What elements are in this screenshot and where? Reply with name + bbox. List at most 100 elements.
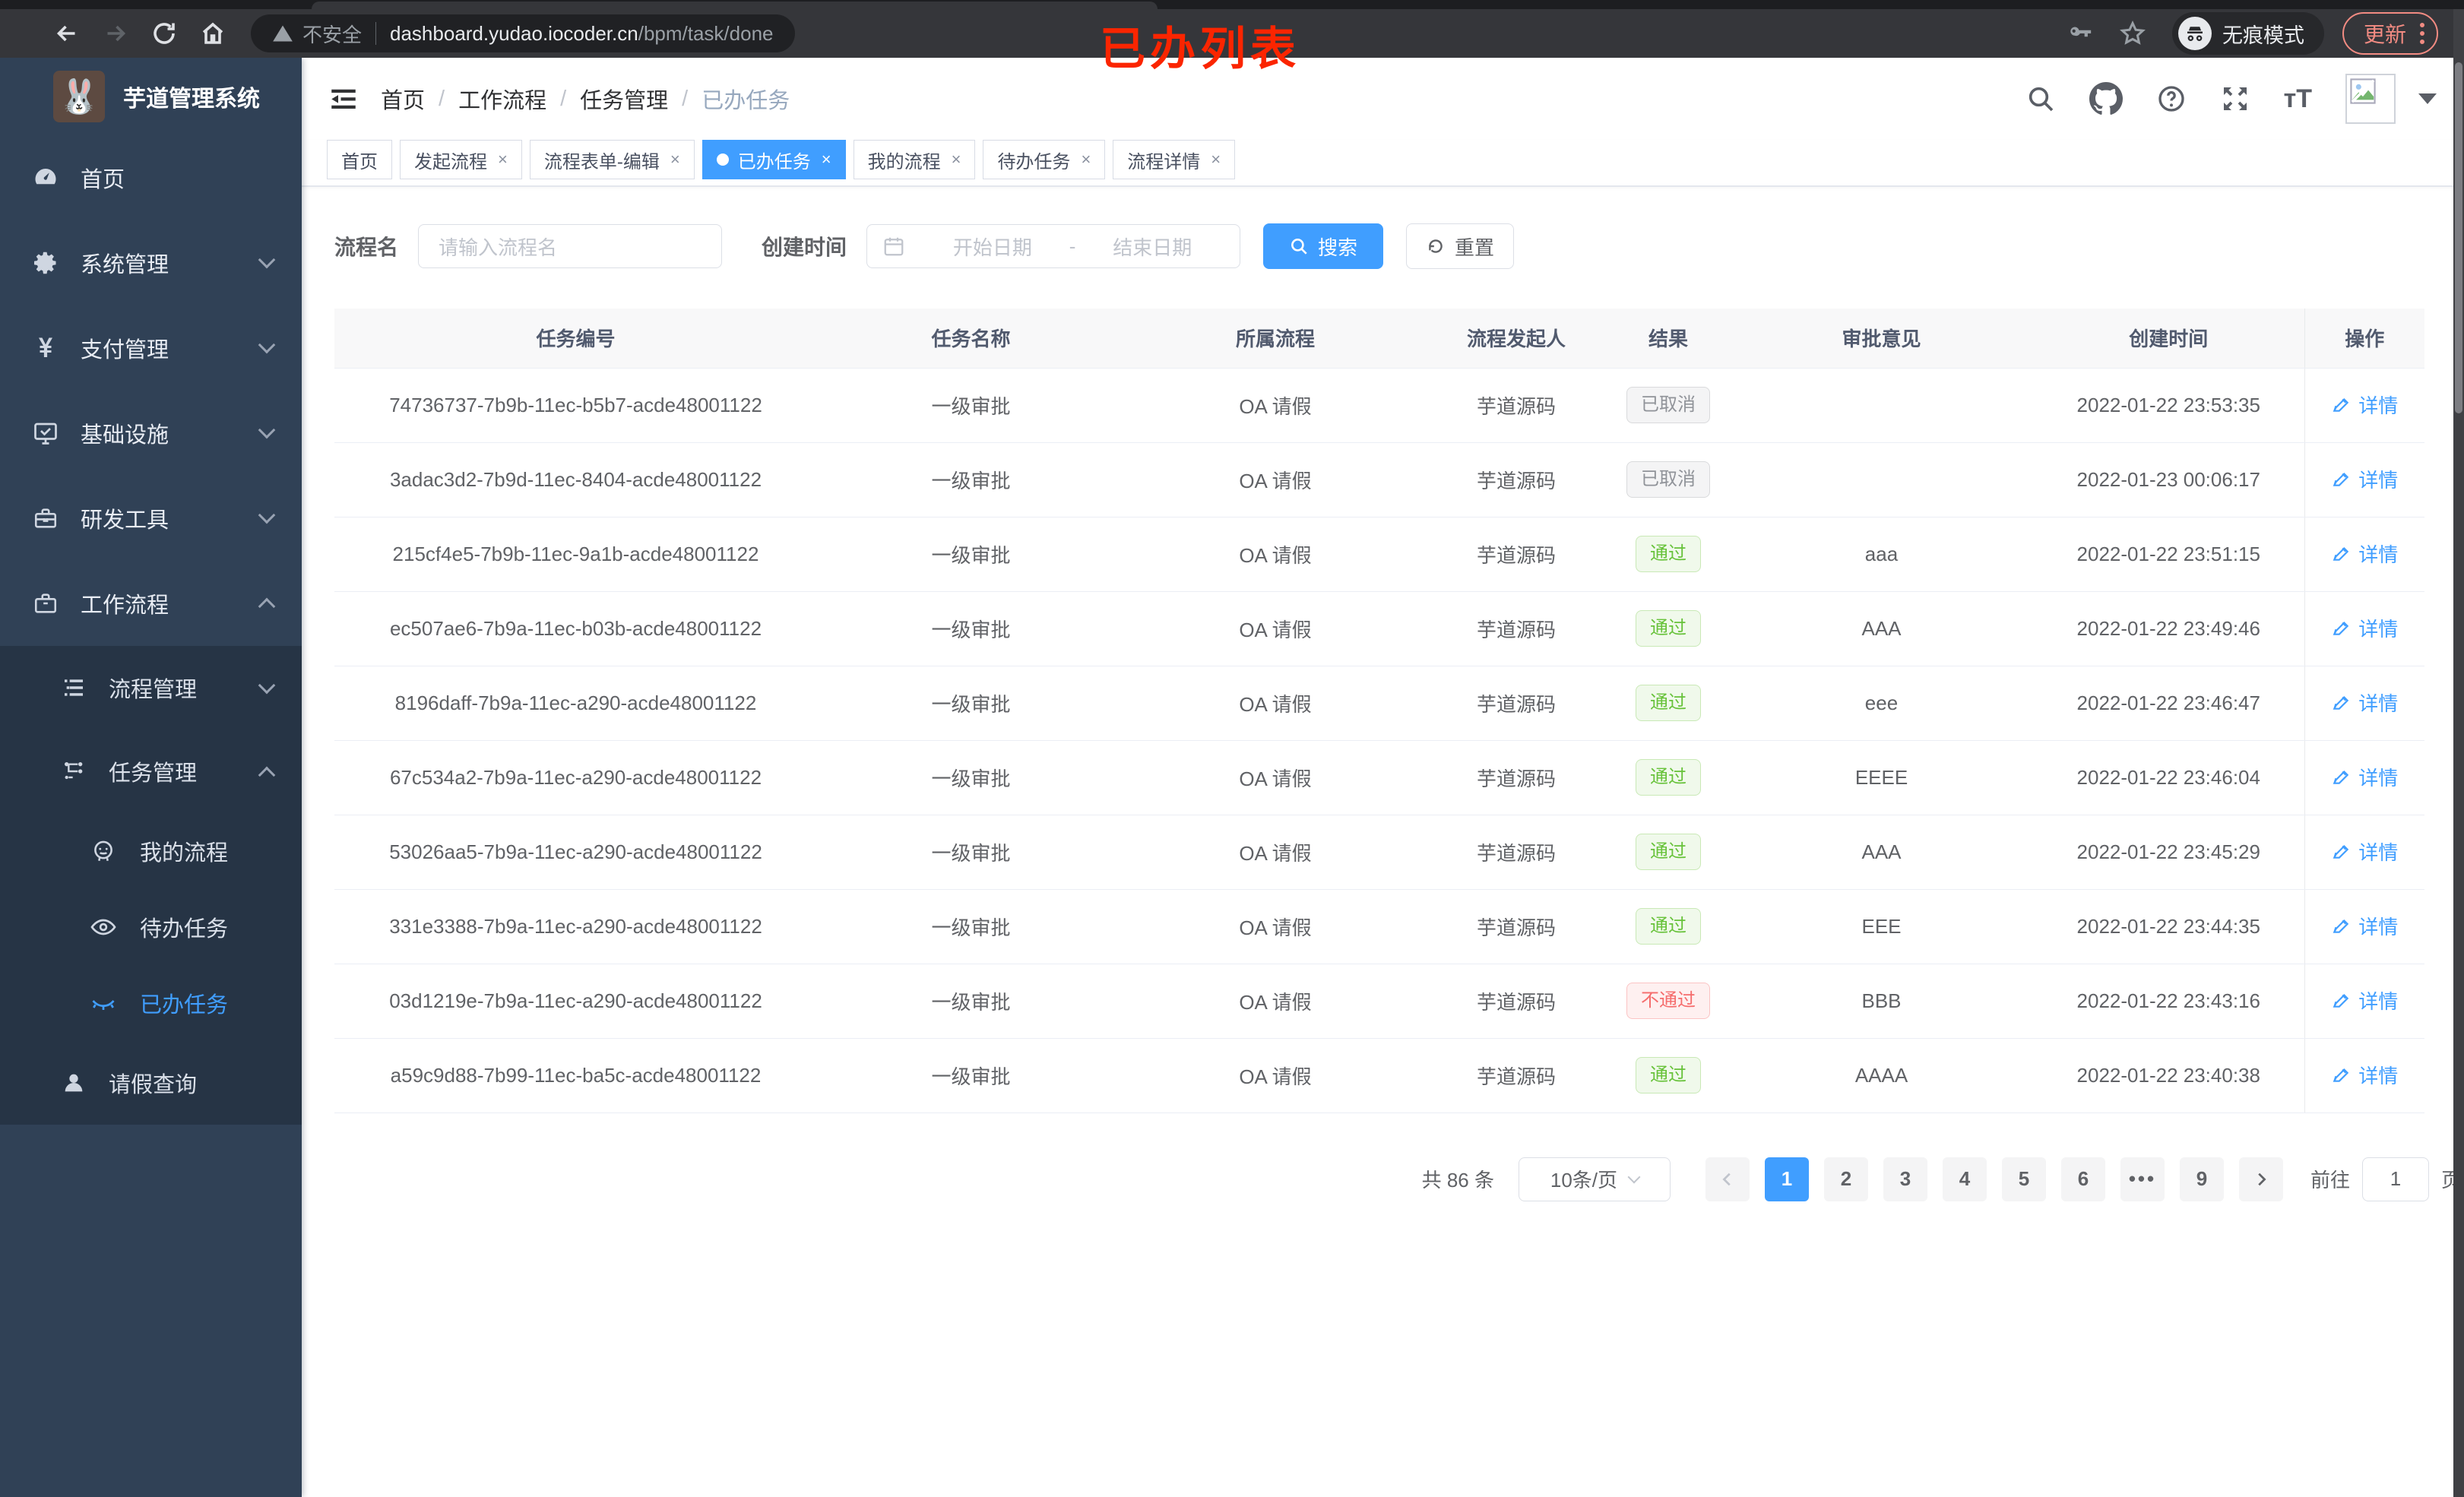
- chevron-down-icon: [258, 251, 276, 269]
- goto-page-input[interactable]: 1: [2361, 1157, 2429, 1201]
- reset-button[interactable]: 重置: [1406, 223, 1515, 269]
- page-button-4[interactable]: 4: [1942, 1157, 1987, 1201]
- detail-link[interactable]: 详情: [2331, 614, 2398, 642]
- reset-button-label: 重置: [1455, 236, 1495, 259]
- close-tab-icon[interactable]: ×: [670, 150, 680, 169]
- search-icon[interactable]: [2025, 84, 2056, 114]
- sidebar-item-流程管理[interactable]: 流程管理: [0, 646, 302, 730]
- page-size-select[interactable]: 10条/页: [1518, 1157, 1671, 1201]
- close-tab-icon[interactable]: ×: [1081, 150, 1091, 169]
- sidebar-item-基础设施[interactable]: 基础设施: [0, 391, 302, 476]
- task-actions: 详情: [2304, 517, 2424, 592]
- browser-menu-icon[interactable]: [2420, 23, 2424, 44]
- sidebar-item-工作流程[interactable]: 工作流程: [0, 561, 302, 646]
- collapse-sidebar-icon[interactable]: [328, 83, 359, 115]
- tab-首页[interactable]: 首页: [327, 140, 392, 179]
- home-icon[interactable]: [188, 9, 237, 58]
- detail-link[interactable]: 详情: [2331, 465, 2398, 493]
- sidebar-item-我的流程[interactable]: 我的流程: [0, 813, 302, 889]
- table-row: 215cf4e5-7b9b-11ec-9a1b-acde48001122 一级审批…: [334, 517, 2424, 592]
- sidebar-item-任务管理[interactable]: 任务管理: [0, 730, 302, 813]
- breadcrumb-item-任务管理[interactable]: 任务管理: [580, 89, 669, 113]
- date-range-picker[interactable]: 开始日期 - 结束日期: [866, 224, 1241, 268]
- sidebar-item-已办任务[interactable]: 已办任务: [0, 965, 302, 1041]
- sidebar-item-请假查询[interactable]: 请假查询: [0, 1041, 302, 1125]
- sidebar-item-待办任务[interactable]: 待办任务: [0, 889, 302, 965]
- sidebar-item-首页[interactable]: 首页: [0, 135, 302, 220]
- tab-我的流程[interactable]: 我的流程 ×: [853, 140, 976, 179]
- detail-link[interactable]: 详情: [2331, 688, 2398, 717]
- pencil-icon: [2331, 543, 2351, 563]
- tab-流程详情[interactable]: 流程详情 ×: [1113, 140, 1236, 179]
- fullscreen-icon[interactable]: [2220, 84, 2250, 114]
- help-icon[interactable]: [2156, 84, 2187, 114]
- page-button-2[interactable]: 2: [1823, 1157, 1868, 1201]
- page-button-3[interactable]: 3: [1883, 1157, 1927, 1201]
- task-initiator: 芋道源码: [1426, 591, 1607, 666]
- task-result: 通过: [1607, 517, 1730, 592]
- task-actions: 详情: [2304, 815, 2424, 890]
- tab-label: 流程表单-编辑: [543, 151, 660, 172]
- task-result: 通过: [1607, 815, 1730, 890]
- task-flow: OA 请假: [1125, 964, 1426, 1039]
- tab-待办任务[interactable]: 待办任务 ×: [983, 140, 1106, 179]
- update-button[interactable]: 更新: [2342, 12, 2438, 55]
- reload-icon[interactable]: [140, 9, 188, 58]
- sidebar-item-label: 工作流程: [81, 593, 169, 618]
- page-ellipsis[interactable]: •••: [2120, 1157, 2165, 1201]
- task-actions: 详情: [2304, 442, 2424, 517]
- task-result: 通过: [1607, 1038, 1730, 1113]
- table-header-row: 任务编号 任务名称 所属流程 流程发起人 结果 审批意见 创建时间 操作: [334, 309, 2424, 369]
- detail-link[interactable]: 详情: [2331, 540, 2398, 568]
- app-logo[interactable]: 🐰 芋道管理系统: [0, 58, 302, 135]
- column-header-任务编号: 任务编号: [334, 309, 817, 369]
- page-button-9[interactable]: 9: [2179, 1157, 2224, 1201]
- sidebar-item-系统管理[interactable]: 系统管理: [0, 220, 302, 305]
- detail-link[interactable]: 详情: [2331, 1061, 2398, 1089]
- detail-link[interactable]: 详情: [2331, 763, 2398, 791]
- close-tab-icon[interactable]: ×: [821, 150, 831, 169]
- close-tab-icon[interactable]: ×: [1211, 150, 1221, 169]
- page-button-5[interactable]: 5: [2001, 1157, 2046, 1201]
- search-button[interactable]: 搜索: [1263, 223, 1384, 269]
- text-size-icon[interactable]: тT: [2283, 84, 2312, 113]
- next-page-button[interactable]: [2238, 1157, 2283, 1201]
- column-header-操作: 操作: [2304, 309, 2424, 369]
- start-date-placeholder[interactable]: 开始日期: [952, 236, 1032, 259]
- password-key-icon[interactable]: [2067, 21, 2093, 46]
- sidebar-item-研发工具[interactable]: 研发工具: [0, 476, 302, 561]
- task-name: 一级审批: [817, 889, 1125, 964]
- sidebar-item-支付管理[interactable]: 支付管理: [0, 305, 302, 391]
- process-name-input[interactable]: 请输入流程名: [418, 224, 723, 268]
- task-initiator: 芋道源码: [1426, 442, 1607, 517]
- forward-icon[interactable]: [91, 9, 140, 58]
- breadcrumb-item-工作流程[interactable]: 工作流程: [458, 89, 547, 113]
- page-button-1[interactable]: 1: [1764, 1157, 1809, 1201]
- goto-label: 前往: [2310, 1169, 2350, 1192]
- avatar[interactable]: [2345, 74, 2396, 124]
- close-tab-icon[interactable]: ×: [498, 150, 508, 169]
- close-tab-icon[interactable]: ×: [951, 150, 961, 169]
- detail-link[interactable]: 详情: [2331, 391, 2398, 419]
- avatar-caret-icon[interactable]: [2418, 93, 2437, 104]
- page-button-6[interactable]: 6: [2060, 1157, 2105, 1201]
- url-bar[interactable]: 不安全 dashboard.yudao.iocoder.cn /bpm/task…: [251, 14, 795, 52]
- column-header-审批意见: 审批意见: [1730, 309, 2033, 369]
- breadcrumb-item-首页[interactable]: 首页: [381, 89, 426, 113]
- scrollbar-thumb[interactable]: [2455, 62, 2462, 413]
- bookmark-star-icon[interactable]: [2119, 20, 2146, 47]
- window-scrollbar[interactable]: [2453, 9, 2464, 1497]
- detail-link[interactable]: 详情: [2331, 986, 2398, 1014]
- end-date-placeholder[interactable]: 结束日期: [1113, 236, 1192, 259]
- github-icon[interactable]: [2089, 82, 2123, 116]
- tab-已办任务[interactable]: 已办任务 ×: [702, 140, 846, 179]
- detail-link[interactable]: 详情: [2331, 837, 2398, 866]
- detail-link[interactable]: 详情: [2331, 912, 2398, 940]
- task-id: 67c534a2-7b9a-11ec-a290-acde48001122: [334, 740, 817, 815]
- task-created-time: 2022-01-22 23:46:47: [2033, 666, 2304, 741]
- browser-active-tab[interactable]: [312, 2, 1158, 9]
- back-icon[interactable]: [43, 9, 91, 58]
- tab-发起流程[interactable]: 发起流程 ×: [400, 140, 522, 179]
- prev-page-button[interactable]: [1705, 1157, 1750, 1201]
- tab-流程表单-编辑[interactable]: 流程表单-编辑 ×: [529, 140, 695, 179]
